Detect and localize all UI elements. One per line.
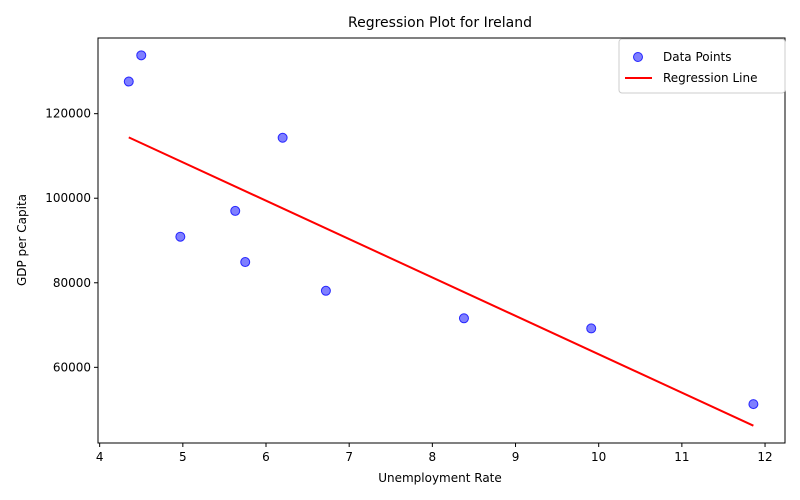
data-point — [136, 50, 147, 61]
legend-label-regression-line: Regression Line — [663, 71, 757, 85]
legend-marker-data-points — [633, 52, 643, 62]
data-point — [320, 285, 331, 296]
axes: 4 5 6 7 8 9 10 11 12 60000 80000 100000 120000 — [45, 37, 786, 464]
data-point — [748, 399, 759, 410]
y-tick-label: 120000 — [45, 107, 91, 121]
legend-label-data-points: Data Points — [663, 50, 732, 64]
data-point — [586, 323, 597, 334]
chart-title: Regression Plot for Ireland — [348, 15, 532, 31]
y-tick-label: 60000 — [53, 360, 91, 374]
x-tick-label: 10 — [591, 450, 606, 464]
x-tick-label: 11 — [674, 450, 689, 464]
data-point — [458, 313, 469, 324]
data-point — [175, 231, 186, 242]
x-axis-label: Unemployment Rate — [378, 471, 502, 485]
x-tick-label: 6 — [262, 450, 270, 464]
legend: Data Points Regression Line — [618, 38, 786, 94]
y-tick-label: 80000 — [53, 276, 91, 290]
regression-line — [128, 136, 754, 427]
x-tick-label: 5 — [179, 450, 187, 464]
data-point — [240, 257, 251, 268]
plot-frame — [97, 37, 786, 444]
x-tick-label: 7 — [345, 450, 353, 464]
x-tick-label: 9 — [512, 450, 520, 464]
data-point — [277, 132, 288, 143]
x-tick-label: 4 — [96, 450, 104, 464]
data-point — [230, 205, 241, 216]
x-tick-label: 12 — [757, 450, 772, 464]
data-point — [123, 76, 134, 87]
x-tick-label: 8 — [429, 450, 437, 464]
plot-area — [123, 50, 759, 427]
y-axis-label: GDP per Capita — [15, 194, 29, 286]
legend-box — [618, 38, 786, 94]
y-tick-label: 100000 — [45, 191, 91, 205]
